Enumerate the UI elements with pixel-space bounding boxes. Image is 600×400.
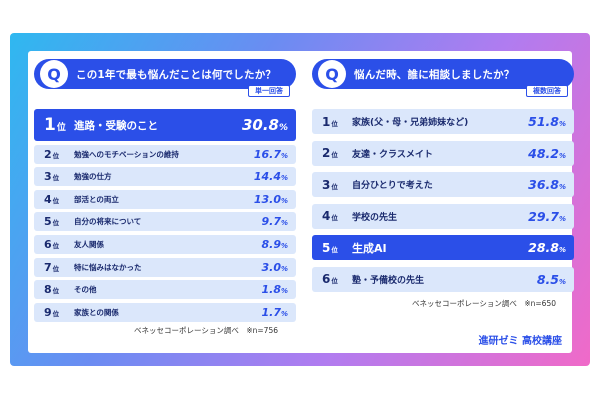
ranking-row: 1位 家族(父・母・兄弟姉妹など) 51.8% [312,109,574,134]
ranking-row: 1位 進路・受験のこと 30.8% [34,109,296,141]
ranking-row: 3位 自分ひとりで考えた 36.8% [312,172,574,197]
rank-label: 8位 [44,283,60,297]
item-label: 友達・クラスメイト [352,149,433,160]
rank-label: 6位 [322,272,338,286]
brand-logo-text: 進研ゼミ 高校講座 [478,336,562,347]
gradient-frame: Q この1年で最も悩んだことは何でしたか？ 単一回答 1位 進路・受験のこと 30.… [10,33,590,366]
answer-type-badge: 単一回答 [248,85,290,97]
item-label: 生成AI [352,241,387,255]
rank-label: 5位 [44,215,60,229]
rank-label: 6位 [44,237,60,251]
content-area: Q この1年で最も悩んだことは何でしたか？ 単一回答 1位 進路・受験のこと 30.… [28,51,574,353]
ranking-row: 6位 友人関係 8.9% [34,234,296,254]
q-icon: Q [318,60,346,88]
ranking-list: 1位 進路・受験のこと 30.8% 2位 勉強へのモチベーションの維持 16.7% 3位 勉強… [34,109,296,322]
item-value: 36.8% [528,177,566,192]
item-label: 特に悩みはなかった [74,262,142,272]
ranking-row: 2位 友達・クラスメイト 48.2% [312,140,574,166]
ranking-row: 7位 特に悩みはなかった 3.0% [34,257,296,277]
ranking-row: 4位 学校の先生 29.7% [312,203,574,229]
rank-label: 1位 [322,114,338,129]
question-title: 悩んだ時、誰に相談しましたか？ [354,68,515,81]
item-value: 8.5% [536,271,566,287]
rank-label: 5位 [322,240,338,255]
question-bar: Q この1年で最も悩んだことは何でしたか？ 単一回答 [34,59,296,97]
q-icon: Q [40,60,68,88]
panel-consult: Q 悩んだ時、誰に相談しましたか？ 複数回答 1位 家族(父・母・兄弟姉妹など) 5… [312,59,574,309]
item-label: その他 [74,285,97,295]
item-label: 塾・予備校の先生 [352,275,425,286]
question-bar: Q 悩んだ時、誰に相談しましたか？ 複数回答 [312,59,574,97]
rank-label: 3位 [322,177,338,192]
rank-label: 7位 [44,260,60,274]
ranking-row: 5位 自分の将来について 9.7% [34,212,296,232]
item-label: 進路・受験のこと [74,119,158,132]
ranking-row: 4位 部活との両立 13.0% [34,189,296,209]
question-title: この1年で最も悩んだことは何でしたか？ [76,68,277,81]
ranking-row: 3位 勉強の仕方 14.4% [34,167,296,187]
item-label: 自分ひとりで考えた [352,181,433,191]
item-value: 1.7% [261,305,288,319]
item-label: 家族(父・母・兄弟姉妹など) [352,118,469,128]
ranking-row: 8位 その他 1.8% [34,280,296,300]
item-value: 29.7% [528,208,566,224]
rank-label: 2位 [322,146,338,160]
rank-label: 4位 [322,209,338,223]
answer-type-badge: 複数回答 [526,85,568,97]
rank-label: 4位 [44,192,60,206]
item-value: 8.9% [261,237,288,251]
item-value: 16.7% [253,147,288,161]
item-value: 3.0% [261,260,288,274]
ranking-row: 6位 塾・予備校の先生 8.5% [312,266,574,292]
source-note: ベネッセコーポレーション調べ ※n=650 [412,299,556,308]
rank-label: 1位 [44,115,66,135]
item-value: 9.7% [261,215,288,229]
item-label: 学校の先生 [352,212,398,223]
item-label: 部活との両立 [74,194,119,204]
ranking-row: 9位 家族との関係 1.7% [34,302,296,322]
item-value: 13.0% [253,192,288,206]
item-label: 家族との関係 [74,307,119,317]
rank-label: 9位 [44,305,60,319]
item-label: 勉強の仕方 [74,172,112,182]
item-label: 自分の将来について [74,217,142,227]
item-value: 14.4% [253,170,288,184]
source-note: ベネッセコーポレーション調べ ※n=756 [134,326,278,336]
ranking-list: 1位 家族(父・母・兄弟姉妹など) 51.8% 2位 友達・クラスメイト 48.2% 3位 自… [312,109,574,292]
rank-label: 2位 [44,147,60,161]
ranking-row: 2位 勉強へのモチベーションの維持 16.7% [34,144,296,164]
panel-worries: Q この1年で最も悩んだことは何でしたか？ 単一回答 1位 進路・受験のこと 30.… [34,59,296,336]
item-label: 勉強へのモチベーションの維持 [74,149,179,159]
item-value: 28.8% [528,240,566,255]
item-label: 友人関係 [74,239,104,249]
item-value: 30.8% [241,116,288,134]
ranking-row: 5位 生成AI 28.8% [312,235,574,260]
rank-label: 3位 [44,170,60,184]
item-value: 48.2% [528,145,566,161]
item-value: 1.8% [261,283,288,297]
item-value: 51.8% [528,114,566,129]
